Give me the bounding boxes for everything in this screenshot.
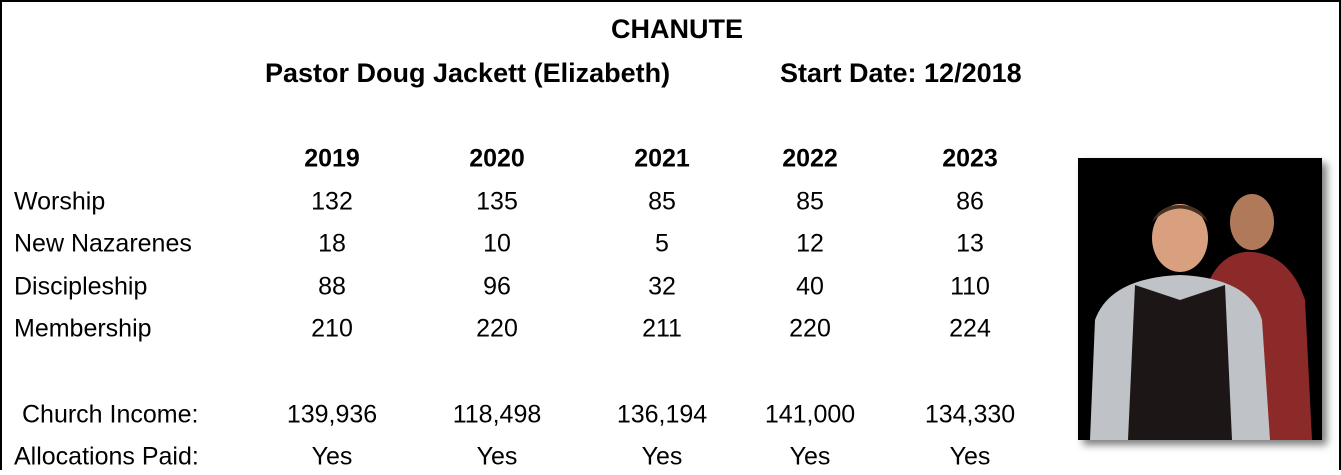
pastor: Pastor Doug Jackett (Elizabeth) <box>265 58 670 88</box>
cell: 88 <box>318 273 346 301</box>
cell: 96 <box>483 273 511 301</box>
column-header: 2023 <box>942 145 998 173</box>
cell: 10 <box>483 230 511 258</box>
row-label: New Nazarenes <box>14 230 192 258</box>
cell: 32 <box>648 273 676 301</box>
cell: 85 <box>648 188 676 216</box>
cell: 220 <box>476 315 518 343</box>
cell: Yes <box>950 443 991 470</box>
start-date: Start Date: 12/2018 <box>780 58 1022 88</box>
cell: Yes <box>642 443 683 470</box>
cell: 5 <box>655 230 669 258</box>
cell: 139,936 <box>287 401 377 429</box>
cell: 141,000 <box>765 401 855 429</box>
cell: Yes <box>477 443 518 470</box>
cell: 210 <box>311 315 353 343</box>
cell: 220 <box>789 315 831 343</box>
cell: 211 <box>642 315 682 343</box>
cell: 13 <box>956 230 984 258</box>
page: CHANUTE Pastor Doug Jackett (Elizabeth) … <box>0 0 1341 470</box>
row-label: Church Income: <box>22 401 198 429</box>
cell: 40 <box>796 273 824 301</box>
cell: 12 <box>796 230 824 258</box>
cell: 85 <box>796 188 824 216</box>
cell: 136,194 <box>617 401 707 429</box>
column-header: 2022 <box>782 145 838 173</box>
row-label: Membership <box>14 315 152 343</box>
cell: 135 <box>476 188 518 216</box>
column-header: 2019 <box>304 145 360 173</box>
row-label: Discipleship <box>14 273 147 301</box>
cell: 110 <box>950 273 990 301</box>
cell: 118,498 <box>453 401 542 429</box>
column-header: 2021 <box>634 145 690 173</box>
cell: 134,330 <box>925 401 1015 429</box>
row-label: Allocations Paid: <box>14 443 199 470</box>
column-header: 2020 <box>469 145 525 173</box>
title: CHANUTE <box>611 14 743 44</box>
cell: Yes <box>790 443 831 470</box>
cell: 86 <box>956 188 984 216</box>
row-label: Worship <box>14 188 105 216</box>
cell: 132 <box>311 188 353 216</box>
cell: Yes <box>312 443 353 470</box>
cell: 18 <box>318 230 346 258</box>
cell: 224 <box>949 315 991 343</box>
photo <box>1078 158 1322 440</box>
